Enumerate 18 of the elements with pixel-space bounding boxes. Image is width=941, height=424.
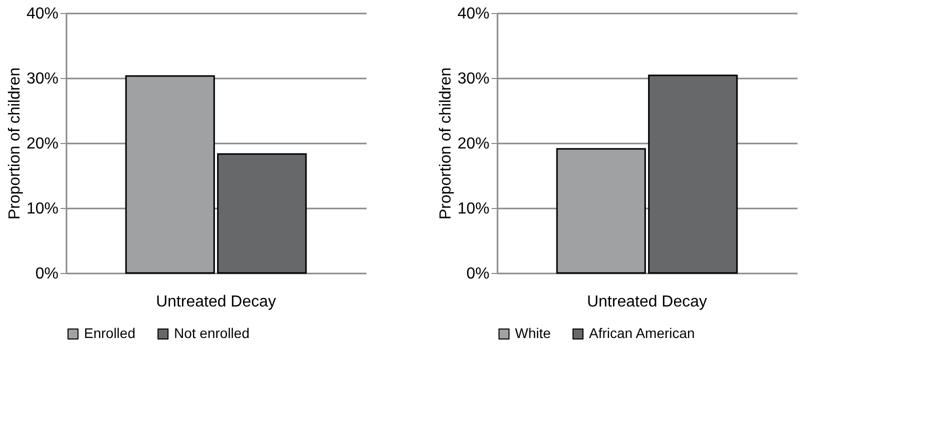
legend-label: Not enrolled [174,325,250,341]
y-tick-label: 30% [26,70,58,88]
legend-label: White [515,325,551,341]
x-tick-label: Untreated Decay [586,294,708,310]
y-axis-title: Proportion of children [6,67,24,220]
y-tick-label: 0% [466,266,490,282]
legend-label: African American [589,325,695,341]
y-tick-label: 20% [26,136,58,152]
y-axis-title: Proportion of children [437,67,454,220]
x-tick-label: Untreated Decay [156,294,276,310]
legend-label: Enrolled [84,325,136,341]
y-tick-label: 10% [457,200,490,218]
y-tick-label: 40% [457,6,490,22]
y-tick-label: 10% [26,200,58,218]
y-tick-label: 20% [457,136,490,152]
y-tick-label: 0% [35,266,58,282]
y-tick-label: 40% [26,6,58,22]
y-tick-label: 30% [457,70,490,88]
